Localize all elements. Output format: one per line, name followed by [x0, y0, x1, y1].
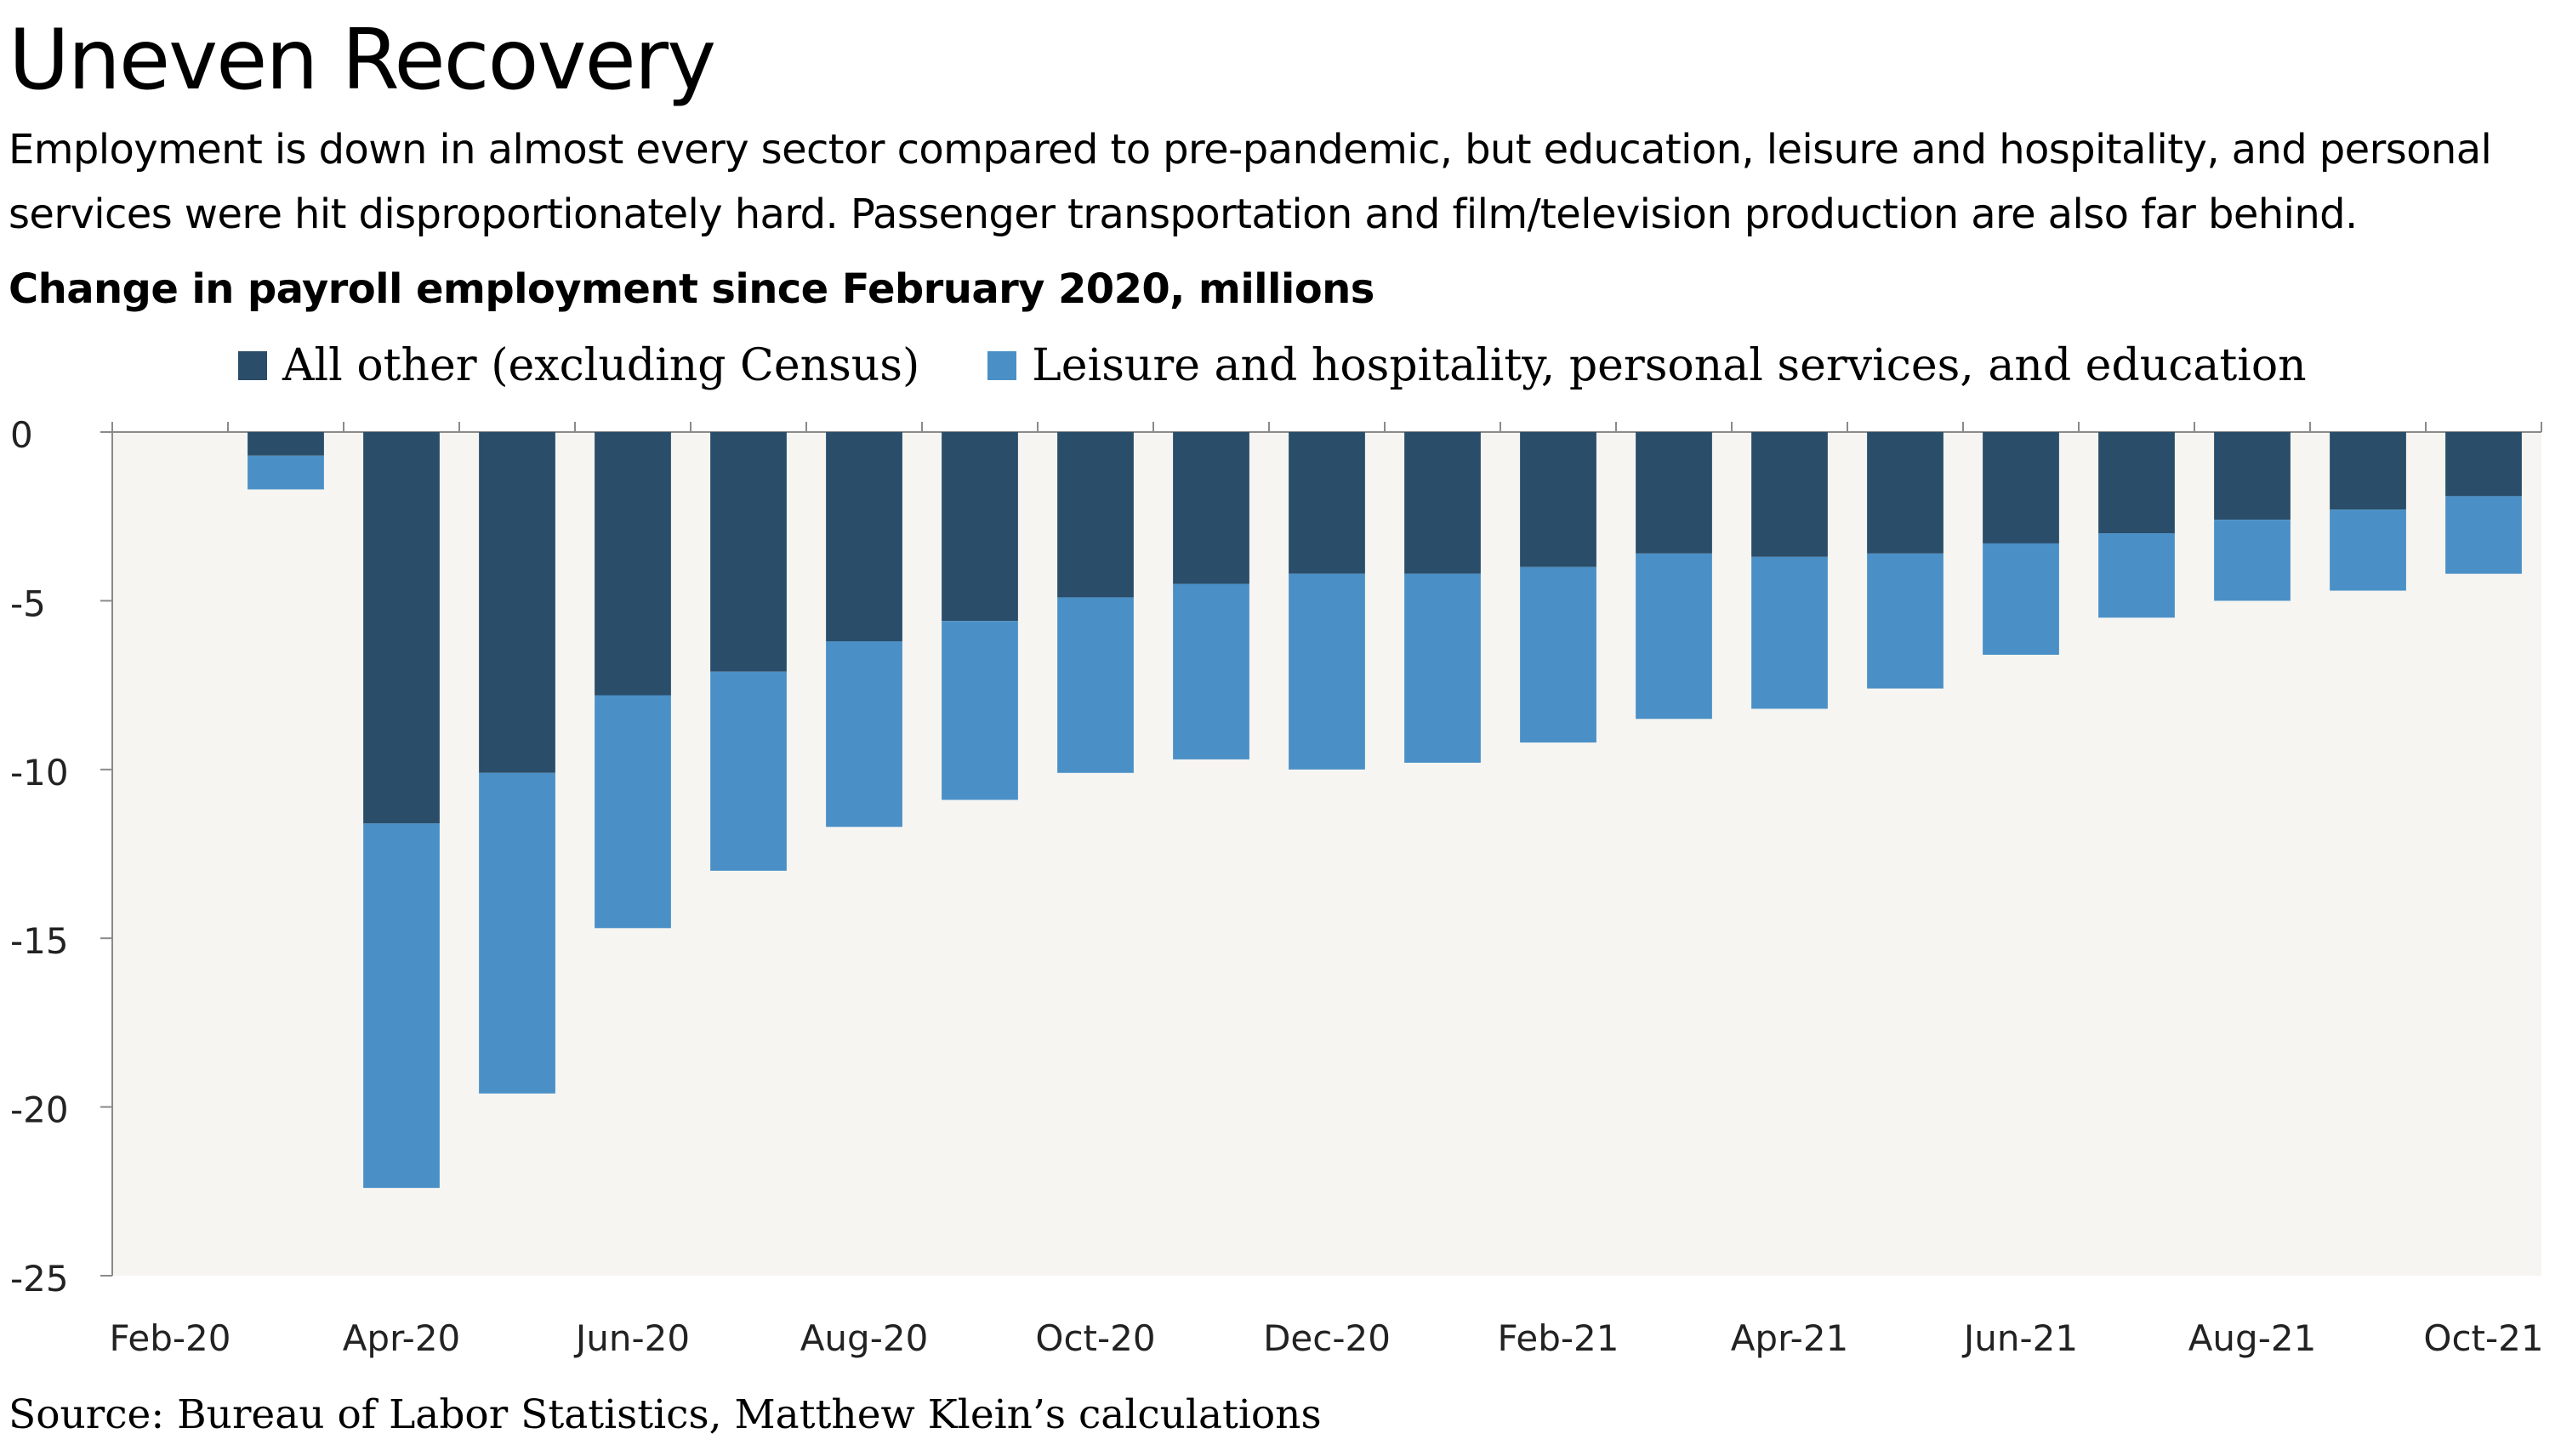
chart-subtitle: Employment is down in almost every secto… [9, 126, 2492, 238]
bar-all-other [2098, 432, 2175, 534]
bar-leisure-hospitality-education [1751, 556, 1828, 709]
bar-leisure-hospitality-education [1983, 543, 2059, 655]
bar-all-other [710, 432, 787, 672]
bar-all-other [595, 432, 671, 696]
legend-label-leisure: Leisure and hospitality, personal servic… [1032, 340, 2307, 391]
bar-all-other [1173, 432, 1249, 584]
x-tick-label: Apr-20 [343, 1317, 461, 1359]
bar-leisure-hospitality-education [1520, 566, 1596, 743]
legend-swatch-leisure [987, 351, 1017, 380]
y-tick-label: -15 [10, 920, 69, 962]
y-tick-label: -5 [10, 583, 46, 624]
legend-item-all-other: All other (excluding Census) [238, 340, 919, 391]
x-tick-label: Feb-20 [110, 1317, 231, 1359]
bar-leisure-hospitality-education [1173, 583, 1249, 759]
bar-all-other [1289, 432, 1365, 574]
bar-leisure-hospitality-education [479, 772, 555, 1094]
bar-leisure-hospitality-education [1057, 597, 1134, 773]
y-tick-label: 0 [10, 414, 33, 456]
bar-leisure-hospitality-education [2098, 533, 2175, 618]
bar-chart: 0 -5 -10 -15 -20 -25 Feb-20 Apr-20 Jun-20 Aug-20 O… [10, 414, 2544, 1359]
bar-all-other [479, 432, 555, 773]
bar-leisure-hospitality-education [248, 455, 324, 490]
bar-leisure-hospitality-education [710, 671, 787, 871]
bar-all-other [2445, 432, 2522, 497]
bar-leisure-hospitality-education [1404, 573, 1481, 763]
bar-all-other [1636, 432, 1712, 554]
x-tick-label: Aug-20 [800, 1317, 929, 1359]
bar-all-other [942, 432, 1018, 622]
x-tick-label: Oct-21 [2423, 1317, 2543, 1359]
bar-leisure-hospitality-education [2330, 509, 2406, 591]
x-tick-label: Aug-21 [2188, 1317, 2317, 1359]
bar-leisure-hospitality-education [1289, 573, 1365, 770]
x-tick-label: Feb-21 [1498, 1317, 1619, 1359]
source-note: Source: Bureau of Labor Statistics, Matt… [9, 1391, 1322, 1438]
bar-all-other [2330, 432, 2406, 510]
bar-all-other [2214, 432, 2291, 520]
bar-all-other [1751, 432, 1828, 557]
x-tick-label: Jun-20 [573, 1317, 690, 1359]
bar-leisure-hospitality-education [1636, 553, 1712, 719]
x-tick-label: Apr-21 [1731, 1317, 1849, 1359]
chart-unit-label: Change in payroll employment since Febru… [9, 265, 1374, 313]
bar-all-other [1867, 432, 1944, 554]
y-tick-label: -25 [10, 1258, 69, 1300]
bar-leisure-hospitality-education [363, 823, 440, 1188]
bar-leisure-hospitality-education [2445, 496, 2522, 574]
bar-all-other [1404, 432, 1481, 574]
y-tick-label: -20 [10, 1089, 69, 1131]
bar-leisure-hospitality-education [2214, 520, 2291, 601]
bar-all-other [1520, 432, 1596, 567]
bar-leisure-hospitality-education [595, 695, 671, 929]
x-tick-label: Oct-20 [1035, 1317, 1155, 1359]
legend-item-leisure: Leisure and hospitality, personal servic… [987, 340, 2307, 391]
bar-all-other [826, 432, 902, 642]
bar-all-other [1983, 432, 2059, 543]
bar-all-other [1057, 432, 1134, 598]
y-tick-label: -10 [10, 752, 69, 793]
x-tick-label: Jun-21 [1961, 1317, 2078, 1359]
chart-title: Uneven Recovery [9, 12, 716, 109]
legend-swatch-all-other [238, 351, 267, 380]
bar-all-other [248, 432, 324, 456]
legend-label-all-other: All other (excluding Census) [282, 340, 920, 391]
x-tick-label: Dec-20 [1263, 1317, 1391, 1359]
bar-leisure-hospitality-education [1867, 553, 1944, 689]
chart-legend: All other (excluding Census) Leisure and… [238, 340, 2375, 391]
bar-all-other [363, 432, 440, 824]
bar-leisure-hospitality-education [826, 641, 902, 828]
bar-leisure-hospitality-education [942, 621, 1018, 800]
